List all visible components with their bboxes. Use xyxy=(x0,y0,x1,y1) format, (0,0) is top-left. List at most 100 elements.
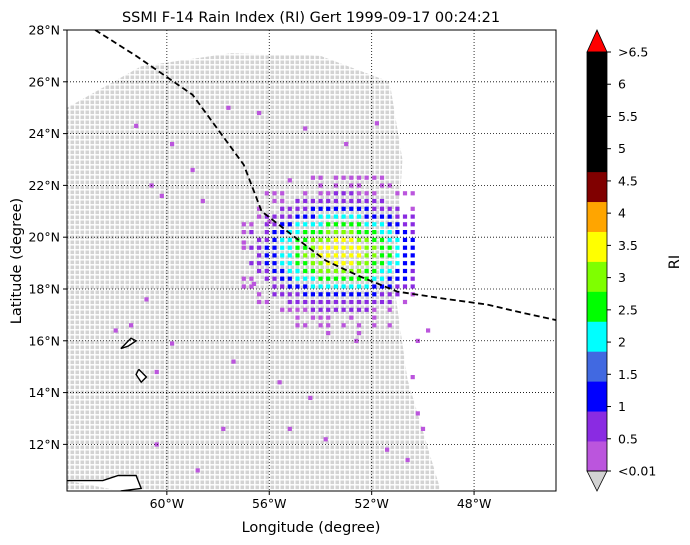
rain-cell xyxy=(326,237,331,242)
rain-cell xyxy=(295,222,300,227)
rain-cell xyxy=(372,261,377,266)
colorbar-bin xyxy=(587,411,607,442)
rain-cell xyxy=(280,284,285,289)
rain-cell xyxy=(326,268,331,274)
rain-cell xyxy=(113,328,118,333)
rain-cell xyxy=(326,191,331,196)
rain-cell xyxy=(272,230,277,235)
rain-cell xyxy=(241,245,246,250)
rain-cell xyxy=(402,214,408,219)
rain-cell xyxy=(129,323,134,328)
rain-cell xyxy=(344,142,349,147)
rain-cell xyxy=(264,245,269,250)
rain-cell xyxy=(364,230,369,235)
rain-cell xyxy=(295,245,300,250)
rain-cell xyxy=(303,206,308,211)
rain-cell xyxy=(341,292,346,297)
rain-cell xyxy=(310,268,315,274)
colorbar-tick-label: <0.01 xyxy=(618,464,656,479)
rain-cell xyxy=(364,175,369,180)
rain-cell xyxy=(326,284,331,289)
rain-cell xyxy=(402,237,408,242)
rain-cell xyxy=(287,268,292,274)
rain-cell xyxy=(303,261,308,266)
rain-cell xyxy=(379,299,385,305)
rain-cell xyxy=(295,299,300,305)
rain-cell xyxy=(364,292,369,297)
rain-cell xyxy=(372,230,377,235)
rain-cell xyxy=(295,206,300,211)
rain-cell xyxy=(267,219,272,224)
rain-cell xyxy=(341,268,346,274)
rain-cell xyxy=(287,261,292,266)
rain-cell xyxy=(295,214,300,219)
rain-cell xyxy=(333,268,338,274)
rain-cell xyxy=(349,183,354,188)
rain-cell xyxy=(326,245,331,250)
rain-cell xyxy=(410,222,415,227)
rain-cell xyxy=(326,276,331,281)
rain-cell xyxy=(221,426,226,431)
rain-cell xyxy=(257,261,262,266)
rain-cell xyxy=(318,276,323,281)
rain-cell xyxy=(318,191,323,196)
colorbar-bin xyxy=(587,261,607,292)
rain-cell xyxy=(349,214,354,219)
rain-cell xyxy=(333,245,338,250)
colorbar-tick-label: 1 xyxy=(618,399,626,414)
rain-cell xyxy=(144,297,149,302)
rain-cell xyxy=(379,206,385,211)
rain-cell xyxy=(349,276,354,281)
rain-cell xyxy=(395,214,400,219)
colorbar-tick-label: 3.5 xyxy=(618,238,638,253)
rain-cell xyxy=(410,276,415,281)
rain-cell xyxy=(280,230,285,235)
rain-cell xyxy=(310,222,315,227)
colorbar-bin xyxy=(587,141,607,173)
rain-cell xyxy=(349,222,354,227)
rain-cell xyxy=(402,284,408,289)
rain-cell xyxy=(318,237,323,242)
map-layer xyxy=(67,30,556,491)
rain-cell xyxy=(356,261,362,266)
rain-cell xyxy=(303,198,308,204)
rain-cell xyxy=(333,253,338,258)
rain-cell xyxy=(410,284,415,289)
rain-cell xyxy=(287,284,292,289)
rain-cell xyxy=(295,307,300,312)
rain-cell xyxy=(326,323,331,328)
rain-cell xyxy=(272,276,277,281)
rain-cell xyxy=(395,237,400,242)
rain-cell xyxy=(364,214,369,219)
rain-cell xyxy=(264,237,269,242)
rain-cell xyxy=(341,191,346,196)
rain-cell xyxy=(387,307,392,312)
rain-cell xyxy=(280,237,285,242)
rain-cell xyxy=(395,268,400,274)
rain-cell xyxy=(372,214,377,219)
rain-cell xyxy=(356,198,362,204)
rain-cell xyxy=(364,237,369,242)
rain-cell xyxy=(387,253,392,258)
rain-cell xyxy=(326,307,331,312)
rain-cell xyxy=(364,198,369,204)
rain-cell xyxy=(310,284,315,289)
rain-cell xyxy=(280,206,285,211)
rain-cell xyxy=(303,126,308,131)
x-tick-label: 56°W xyxy=(252,496,287,511)
colorbar-bin xyxy=(587,81,607,113)
rain-cell xyxy=(272,253,277,258)
rain-cell xyxy=(257,292,262,297)
rain-cell xyxy=(287,206,292,211)
rain-cell xyxy=(257,245,262,250)
rain-cell xyxy=(310,245,315,250)
rain-cell xyxy=(333,191,338,196)
colorbar-tick-label: 2 xyxy=(618,335,626,350)
rain-cell xyxy=(295,284,300,289)
colorbar: >6.5 6 5.5 5 4.5 4 3.5 3 2.5 2 1.5 1 0.5 <0.01 xyxy=(586,29,656,492)
rain-cell xyxy=(379,237,385,242)
rain-cell xyxy=(200,198,205,204)
grid-lines xyxy=(67,30,556,491)
rain-cell xyxy=(341,198,346,204)
rain-cell xyxy=(356,222,362,227)
